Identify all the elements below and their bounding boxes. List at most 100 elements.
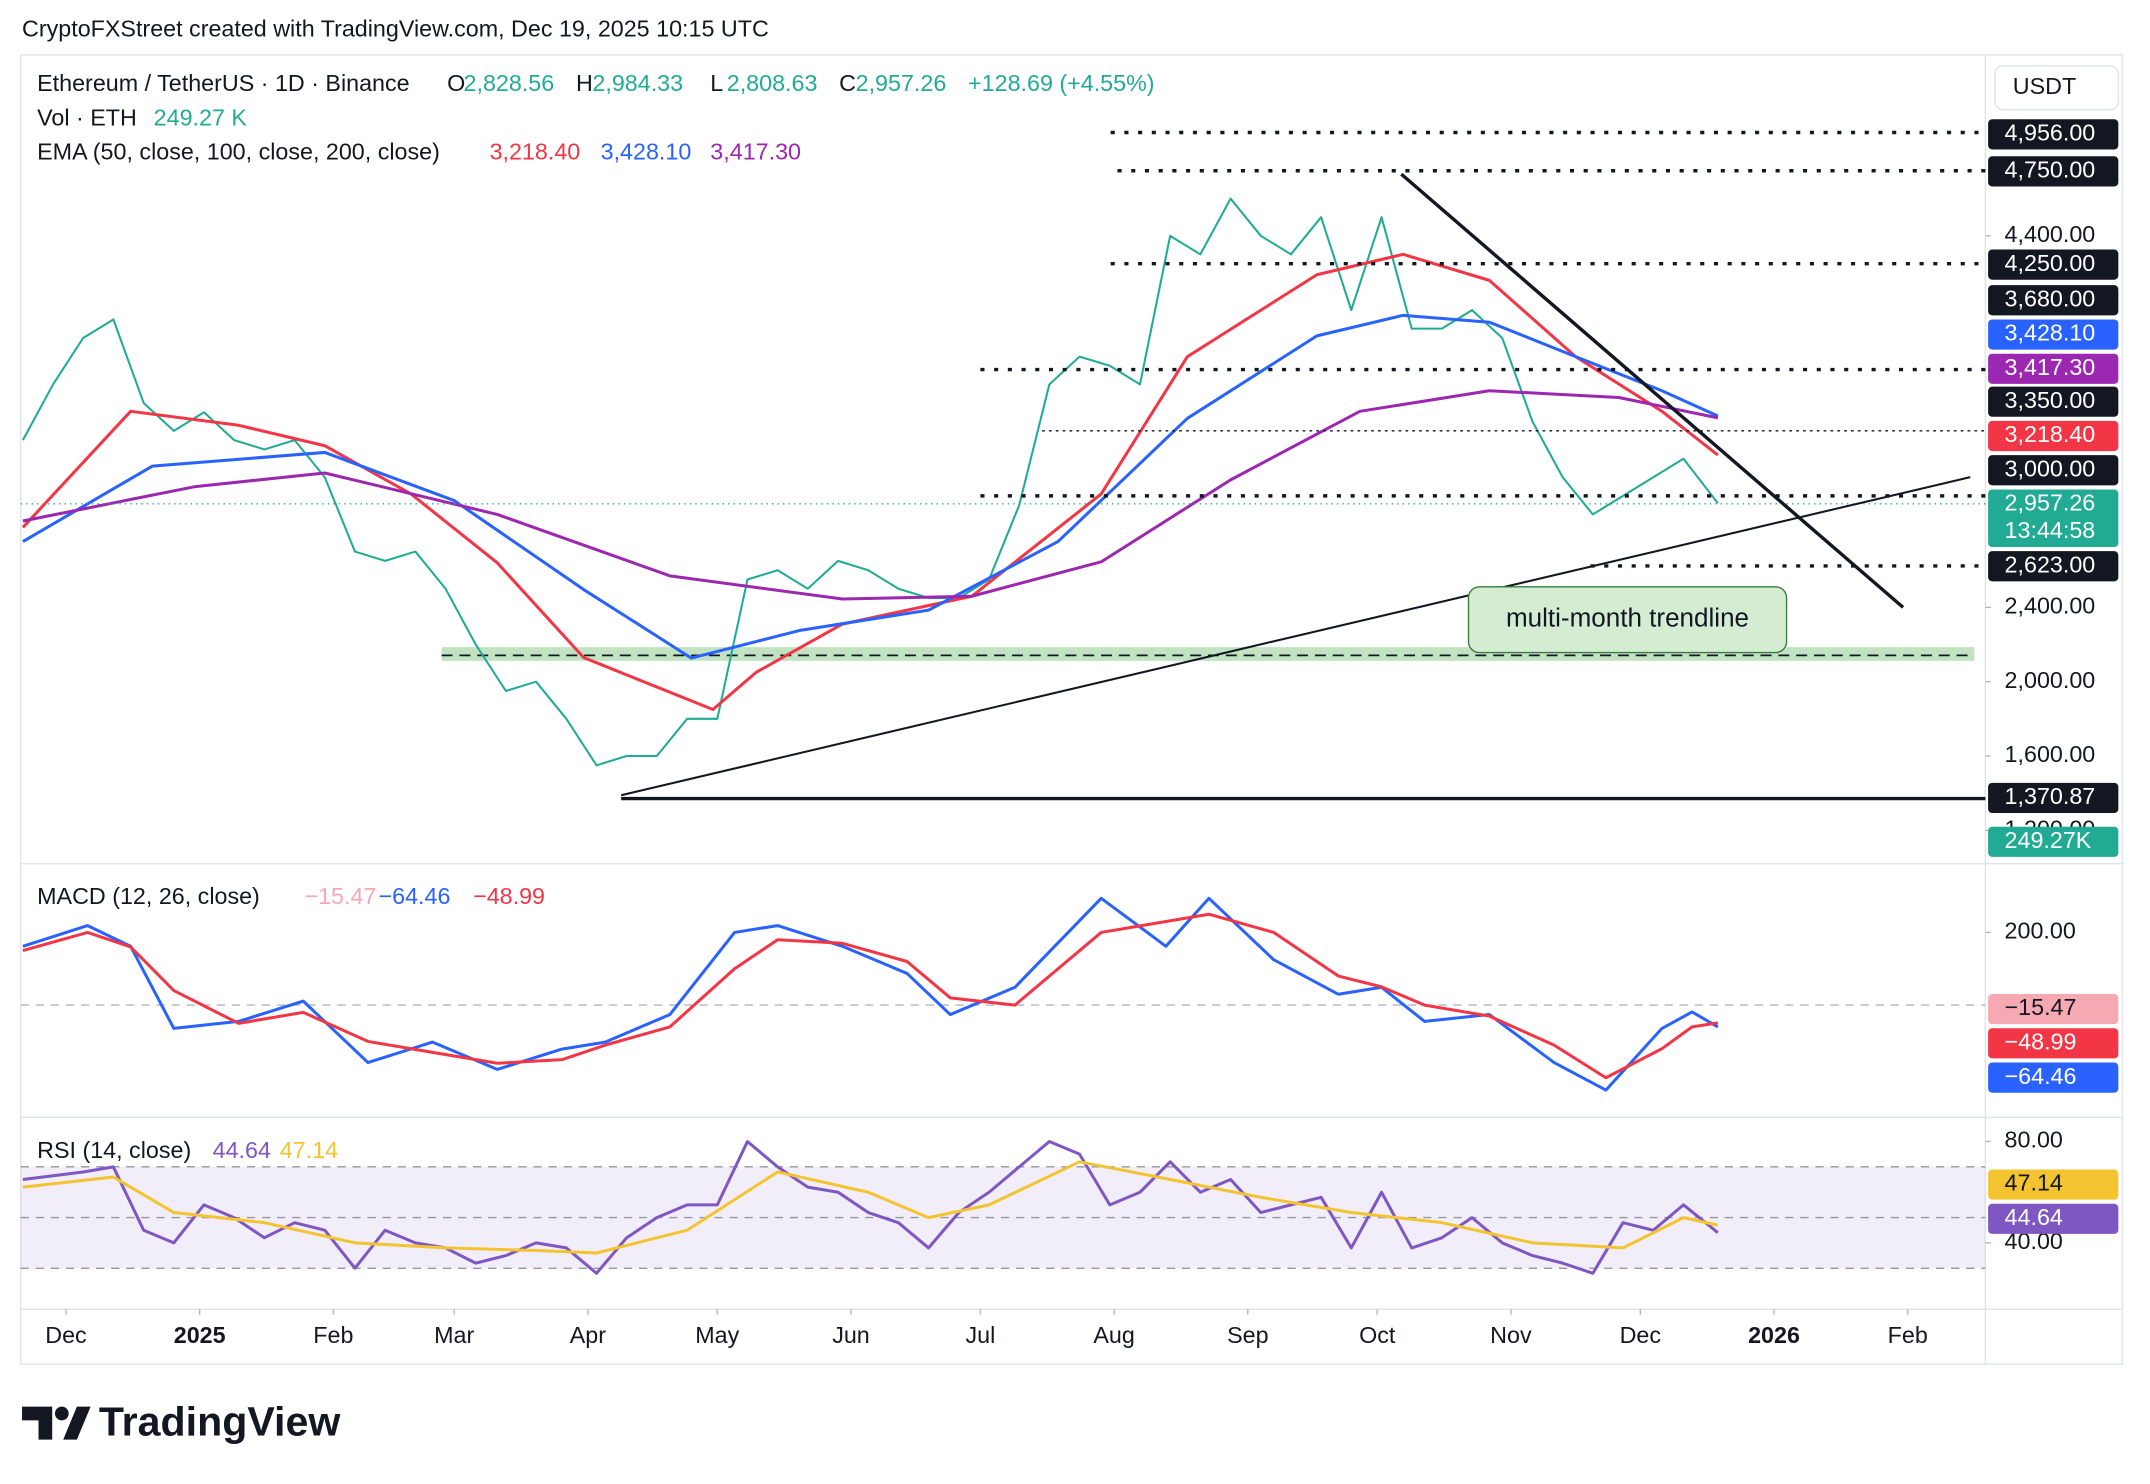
- ohlc-key: L: [710, 70, 723, 96]
- level-label: 4,250.00: [2005, 250, 2096, 276]
- level-label-box: [1988, 119, 2119, 150]
- descending-trendline: [1400, 172, 1905, 609]
- macd-hist-label: −15.47: [2005, 994, 2077, 1020]
- last-price-label: 2,957.26: [2005, 490, 2096, 516]
- annotation-text: multi-month trendline: [1506, 603, 1749, 633]
- rsi-ma-label-box: [1988, 1169, 2119, 1200]
- volume-title: Vol · ETH: [37, 104, 137, 130]
- price-change: +128.69 (+4.55%): [968, 70, 1155, 96]
- ema-label: 3,218.40: [2005, 421, 2096, 447]
- currency-button[interactable]: [1994, 65, 2120, 111]
- level-label-box: [1988, 782, 2119, 814]
- x-tick-label: Jun: [832, 1322, 870, 1348]
- attribution: CryptoFXStreet created with TradingView.…: [22, 15, 769, 41]
- y-tick-label: 1,600.00: [2005, 741, 2096, 767]
- ema-label-box: [1988, 319, 2119, 350]
- level-label: 3,680.00: [2005, 285, 2096, 311]
- level-label-box: [1988, 285, 2119, 316]
- logo-text: TradingView: [99, 1398, 342, 1444]
- ema-value: 3,417.30: [710, 139, 801, 165]
- ascending-trendline: [620, 476, 1971, 797]
- level-label-box: [1988, 156, 2119, 187]
- countdown: 13:44:58: [2005, 517, 2096, 543]
- level-label: 2,623.00: [2005, 551, 2096, 577]
- level-label-box: [1988, 386, 2119, 417]
- legend: Ethereum / TetherUS · 1D · Binance O2,828…: [37, 70, 1154, 1163]
- series-line: [22, 313, 1719, 660]
- level-label-box: [1988, 551, 2119, 582]
- logo: TradingView: [22, 1398, 341, 1444]
- ohlc-value: 2,808.63: [727, 70, 818, 96]
- macd-label-box: [1988, 1062, 2119, 1093]
- ohlc-value: 2,828.56: [464, 70, 555, 96]
- rsi-label: 44.64: [2005, 1204, 2063, 1230]
- x-tick-label: Feb: [1888, 1322, 1928, 1348]
- symbol-title: Ethereum / TetherUS · 1D · Binance: [37, 70, 409, 96]
- volume-label-box: [1988, 826, 2119, 857]
- x-tick-label: Dec: [45, 1322, 87, 1348]
- logo-mark: [22, 1406, 53, 1440]
- ohlc-key: C: [839, 70, 856, 96]
- rsi-title: RSI (14, close): [37, 1137, 191, 1163]
- x-tick-label: 2026: [1748, 1322, 1800, 1348]
- logo-mark: [63, 1406, 91, 1440]
- rsi-value: 44.64: [213, 1137, 271, 1163]
- rsi-label-box: [1988, 1203, 2119, 1234]
- ema-label: 3,417.30: [2005, 354, 2096, 380]
- x-tick-label: Oct: [1359, 1322, 1396, 1348]
- ema-label-box: [1988, 420, 2119, 452]
- currency[interactable]: USDT: [2013, 73, 2076, 99]
- level-label: 4,956.00: [2005, 120, 2096, 146]
- y-tick-label: 200.00: [2005, 918, 2076, 944]
- x-tick-label: Jul: [965, 1322, 995, 1348]
- ema-title: EMA (50, close, 100, close, 200, close): [37, 139, 440, 165]
- y-tick-label: 4,400.00: [2005, 221, 2096, 247]
- ohlc-key: H: [576, 70, 593, 96]
- annotation: multi-month trendline: [1467, 586, 1788, 654]
- level-label-box: [1988, 249, 2119, 280]
- volume-value: 249.27 K: [154, 104, 248, 130]
- ohlc-key: O: [447, 70, 465, 96]
- x-tick-label: 2025: [174, 1322, 226, 1348]
- macd-hist-value: −15.47: [304, 883, 376, 909]
- x-tick-label: May: [695, 1322, 739, 1348]
- series-line: [22, 912, 1719, 1080]
- macd-hist-label-box: [1988, 993, 2119, 1025]
- x-tick-label: Feb: [313, 1322, 353, 1348]
- ohlc-value: 2,957.26: [856, 70, 947, 96]
- annotation-box: [1467, 586, 1788, 654]
- y-tick-label: 80.00: [2005, 1127, 2063, 1153]
- level-label-box: [1988, 455, 2119, 486]
- series-line: [21, 197, 1719, 767]
- series-line: [22, 1160, 1719, 1255]
- level-label: 3,350.00: [2005, 387, 2096, 413]
- level-label: 4,750.00: [2005, 157, 2096, 183]
- macd-value: −64.46: [379, 883, 451, 909]
- volume-label: 249.27K: [2005, 827, 2092, 853]
- ema-label: 3,428.10: [2005, 320, 2096, 346]
- rsi-ma-value: 47.14: [280, 1137, 338, 1163]
- x-tick-label: Aug: [1093, 1322, 1134, 1348]
- ema-label-box: [1988, 353, 2119, 384]
- ema-value: 3,218.40: [490, 139, 581, 165]
- macd-label: −64.46: [2005, 1063, 2077, 1089]
- macd-signal-label: −48.99: [2005, 1029, 2077, 1055]
- logo-mark: [54, 1406, 69, 1421]
- ohlc-value: 2,984.33: [592, 70, 683, 96]
- chart-frame: [19, 54, 2124, 1365]
- last-price-label-box: [1988, 489, 2119, 548]
- level-label: 1,370.87: [2005, 783, 2096, 809]
- x-tick-label: Dec: [1620, 1322, 1662, 1348]
- macd-title: MACD (12, 26, close): [37, 883, 260, 909]
- level-label: 3,000.00: [2005, 455, 2096, 481]
- x-tick-label: Apr: [570, 1322, 606, 1348]
- price-axis: 4,400.002,400.002,000.001,600.001,200.00…: [45, 119, 2119, 1348]
- rsi-ma-label: 47.14: [2005, 1170, 2063, 1196]
- series-line: [22, 389, 1719, 601]
- ema-value: 3,428.10: [601, 139, 692, 165]
- x-tick-label: Nov: [1490, 1322, 1532, 1348]
- x-tick-label: Mar: [434, 1322, 474, 1348]
